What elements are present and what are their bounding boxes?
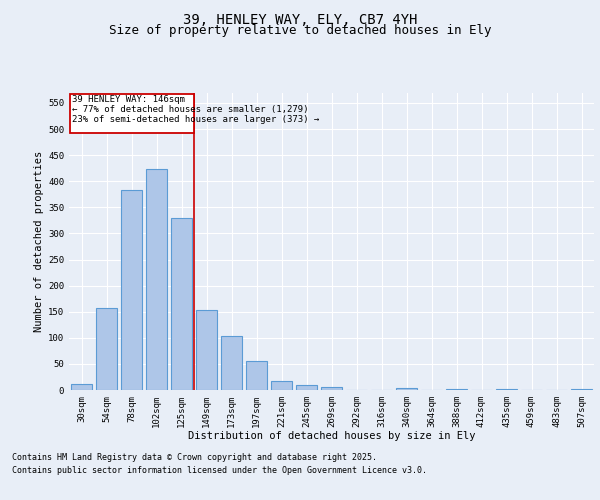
Bar — [121, 190, 142, 390]
Bar — [446, 389, 467, 390]
Bar — [171, 218, 192, 390]
X-axis label: Distribution of detached houses by size in Ely: Distribution of detached houses by size … — [188, 432, 475, 442]
Bar — [96, 308, 117, 390]
Bar — [71, 384, 92, 390]
Bar — [296, 385, 317, 390]
Text: Contains public sector information licensed under the Open Government Licence v3: Contains public sector information licen… — [12, 466, 427, 475]
Text: 39, HENLEY WAY, ELY, CB7 4YH: 39, HENLEY WAY, ELY, CB7 4YH — [183, 12, 417, 26]
Bar — [246, 361, 267, 390]
Bar — [221, 336, 242, 390]
Bar — [271, 380, 292, 390]
Text: 23% of semi-detached houses are larger (373) →: 23% of semi-detached houses are larger (… — [72, 115, 319, 124]
FancyBboxPatch shape — [70, 94, 194, 133]
Bar — [146, 168, 167, 390]
Text: Size of property relative to detached houses in Ely: Size of property relative to detached ho… — [109, 24, 491, 37]
Text: ← 77% of detached houses are smaller (1,279): ← 77% of detached houses are smaller (1,… — [72, 105, 308, 114]
Text: 39 HENLEY WAY: 146sqm: 39 HENLEY WAY: 146sqm — [72, 95, 185, 104]
Y-axis label: Number of detached properties: Number of detached properties — [34, 150, 44, 332]
Bar — [396, 388, 417, 390]
Bar — [321, 388, 342, 390]
Text: Contains HM Land Registry data © Crown copyright and database right 2025.: Contains HM Land Registry data © Crown c… — [12, 452, 377, 462]
Bar — [571, 389, 592, 390]
Bar — [196, 310, 217, 390]
